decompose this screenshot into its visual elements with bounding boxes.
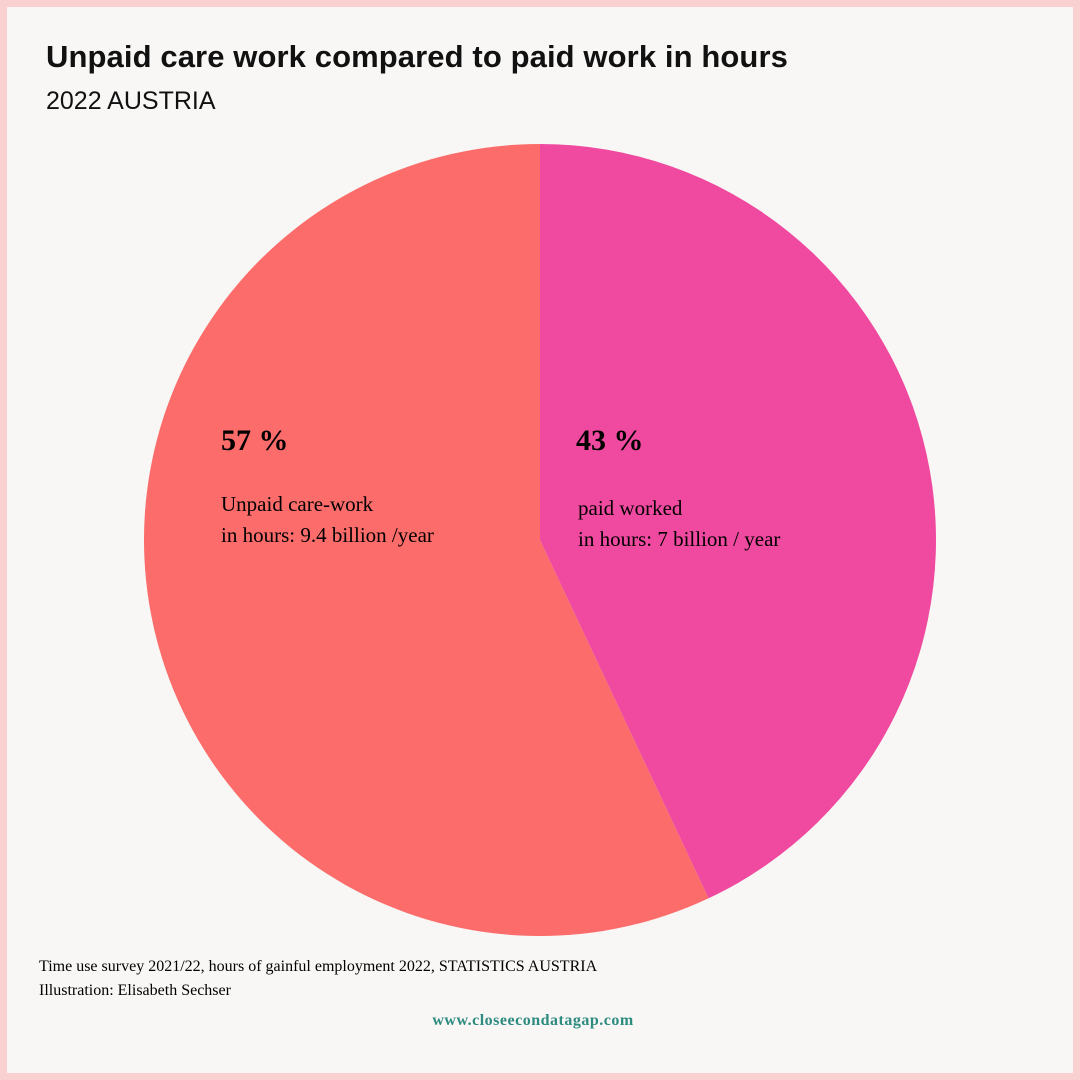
chart-title: Unpaid care work compared to paid work i…: [46, 39, 788, 74]
slice-paid-description: paid worked in hours: 7 billion / year: [578, 493, 780, 555]
slice-paid-percent-label: 43 %: [576, 424, 644, 457]
slice-unpaid-desc-line2: in hours: 9.4 billion /year: [221, 523, 434, 547]
slice-unpaid-desc-line1: Unpaid care-work: [221, 492, 374, 516]
slice-paid-desc-line2: in hours: 7 billion / year: [578, 527, 781, 551]
slice-paid-desc-line1: paid worked: [578, 496, 683, 520]
source-note: Time use survey 2021/22, hours of gainfu…: [39, 955, 597, 1003]
chart-subtitle: 2022 AUSTRIA: [46, 87, 216, 115]
source-line: Time use survey 2021/22, hours of gainfu…: [39, 958, 598, 975]
slice-unpaid-description: Unpaid care-work in hours: 9.4 billion /…: [221, 489, 434, 551]
pie-slice-unpaid-care: [143, 144, 709, 936]
pie-slice-paid-work: [540, 144, 936, 899]
slice-unpaid-percent-label: 57 %: [221, 424, 289, 457]
illustration-credit: Illustration: Elisabeth Sechser: [39, 982, 231, 999]
website-url: www.closeecondatagap.com: [432, 1012, 634, 1029]
